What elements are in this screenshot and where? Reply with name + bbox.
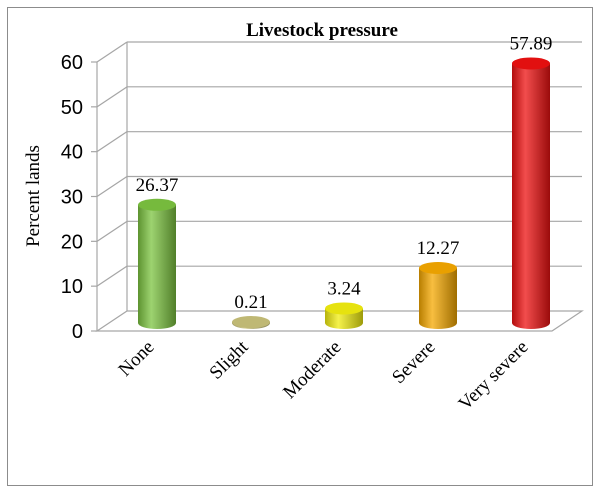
x-tick-label: Moderate	[279, 337, 345, 403]
x-tick-label: Slight	[206, 336, 253, 383]
bar-top	[419, 261, 457, 274]
y-axis-ticks: 0 10 20 30 40 50 60	[61, 52, 97, 343]
gridline-side	[96, 220, 128, 242]
data-label: 12.27	[417, 238, 460, 259]
y-tick-label: 50	[61, 97, 83, 119]
y-tick-label: 10	[61, 276, 83, 298]
gridline-side	[96, 131, 128, 153]
data-label: 57.89	[510, 33, 553, 54]
bar-top	[232, 316, 270, 329]
y-tick-label: 60	[61, 52, 83, 74]
y-axis-label: Percent lands	[23, 145, 44, 247]
x-tick-label: Very severe	[455, 337, 533, 415]
gridlines	[96, 41, 582, 287]
bar-none	[138, 198, 176, 329]
y-tick-label: 40	[61, 142, 83, 164]
bar-body	[138, 204, 176, 329]
gridline-side	[96, 176, 128, 197]
y-tick-label: 30	[61, 187, 83, 209]
bar-moderate	[325, 302, 363, 329]
x-tick-label: None	[115, 337, 159, 381]
gridline-side	[96, 86, 128, 108]
data-label: 3.24	[327, 278, 361, 299]
data-labels: 26.37 0.21 3.24 12.27 57.89	[136, 33, 553, 313]
gridline-side	[96, 41, 128, 63]
bar-top	[325, 302, 363, 315]
x-tick-label: Severe	[388, 337, 439, 388]
bar-severe	[419, 261, 457, 329]
bar-top	[512, 57, 550, 70]
gridline-side	[96, 265, 128, 287]
x-axis-ticks: None Slight Moderate Severe Very severe	[115, 336, 533, 414]
bar-top	[138, 198, 176, 211]
bars	[138, 57, 550, 329]
data-label: 0.21	[234, 292, 267, 313]
y-tick-label: 20	[61, 231, 83, 253]
floor	[95, 310, 584, 332]
chart-title: Livestock pressure	[246, 20, 398, 41]
bar-slight	[232, 316, 270, 329]
y-tick-label: 0	[72, 321, 83, 343]
data-label: 26.37	[136, 175, 179, 196]
bar-very-severe	[512, 57, 550, 329]
bar-body	[419, 267, 457, 329]
bar-body	[512, 63, 550, 329]
